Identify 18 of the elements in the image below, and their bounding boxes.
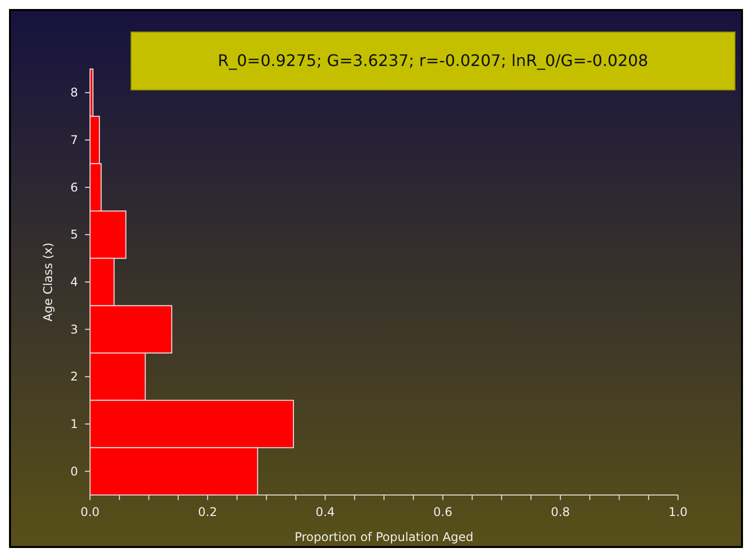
y-tick-label: 1 bbox=[70, 417, 78, 431]
x-tick-label: 1.0 bbox=[668, 505, 688, 519]
x-tick-label: 0.8 bbox=[550, 505, 570, 519]
y-axis-title: Age Class (x) bbox=[41, 242, 55, 322]
y-tick-label: 5 bbox=[70, 228, 78, 242]
x-tick-label: 0.0 bbox=[80, 505, 100, 519]
x-axis-title: Proportion of Population Aged bbox=[294, 530, 474, 544]
x-tick-label: 0.6 bbox=[433, 505, 452, 519]
y-tick-label: 6 bbox=[70, 180, 78, 194]
y-tick-label: 3 bbox=[70, 322, 78, 336]
x-tick-label: 0.4 bbox=[316, 505, 335, 519]
annotation: R_0=0.9275; G=3.6237; r=-0.0207; lnR_0/G=-0.0208 bbox=[218, 51, 648, 70]
y-tick-label: 7 bbox=[70, 133, 78, 147]
y-tick-label: 0 bbox=[70, 464, 78, 478]
x-tick-label: 0.2 bbox=[198, 505, 218, 519]
y-tick-label: 4 bbox=[70, 275, 78, 289]
y-tick-label: 2 bbox=[70, 370, 78, 384]
y-tick-label: 8 bbox=[70, 86, 78, 100]
